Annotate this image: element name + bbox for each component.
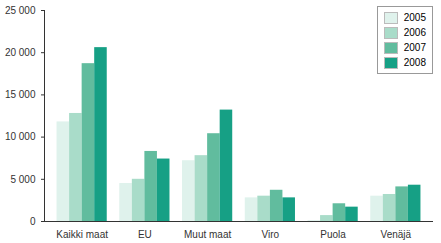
svg-text:5 000: 5 000	[10, 174, 35, 185]
svg-text:Puola: Puola	[320, 229, 346, 240]
svg-text:Venäjä: Venäjä	[381, 229, 412, 240]
svg-text:Kaikki maat: Kaikki maat	[56, 229, 108, 240]
svg-text:0: 0	[30, 216, 36, 227]
svg-text:20 000: 20 000	[5, 47, 36, 58]
svg-text:25 000: 25 000	[5, 5, 36, 16]
svg-text:10 000: 10 000	[5, 131, 36, 142]
html-text:2007: 2007	[403, 42, 426, 53]
html-text:2005: 2005	[403, 12, 426, 23]
svg-text:15 000: 15 000	[5, 89, 36, 100]
svg-text:Viro: Viro	[262, 229, 280, 240]
html-text:2006: 2006	[403, 27, 426, 38]
html-text:2008: 2008	[403, 57, 426, 68]
svg-text:EU: EU	[138, 229, 152, 240]
svg-text:Muut maat: Muut maat	[184, 229, 231, 240]
